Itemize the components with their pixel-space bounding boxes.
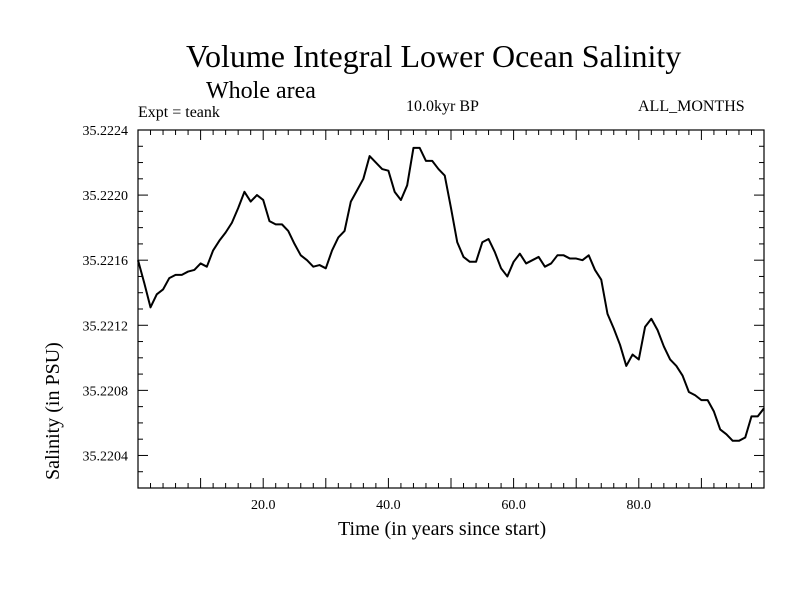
- chart-subtitle: Whole area: [206, 78, 316, 104]
- x-tick-label: 80.0: [627, 498, 652, 513]
- x-tick-label: 20.0: [251, 498, 276, 513]
- chart-title: Volume Integral Lower Ocean Salinity: [186, 38, 682, 74]
- y-tick-label: 35.2224: [83, 124, 129, 139]
- y-tick-label: 35.2204: [83, 449, 129, 464]
- x-tick-label: 60.0: [501, 498, 526, 513]
- x-axis-label: Time (in years since start): [338, 518, 547, 540]
- y-tick-label: 35.2208: [83, 384, 129, 399]
- series-line-salinity: [137, 146, 765, 442]
- experiment-label: Expt = teank: [138, 104, 220, 121]
- y-tick-label: 35.2220: [83, 189, 129, 204]
- tick-labels-layer: 20.0 40.0 60.0 80.0 35.2204 35.2208 35.2212 35.…: [83, 124, 652, 513]
- y-tick-label: 35.2216: [83, 254, 129, 269]
- months-label: ALL_MONTHS: [638, 98, 745, 115]
- ticks-layer: [137, 129, 765, 489]
- y-tick-label: 35.2212: [83, 319, 129, 334]
- period-label: 10.0kyr BP: [406, 98, 479, 115]
- x-tick-label: 40.0: [376, 498, 401, 513]
- plot-frame: [137, 129, 765, 489]
